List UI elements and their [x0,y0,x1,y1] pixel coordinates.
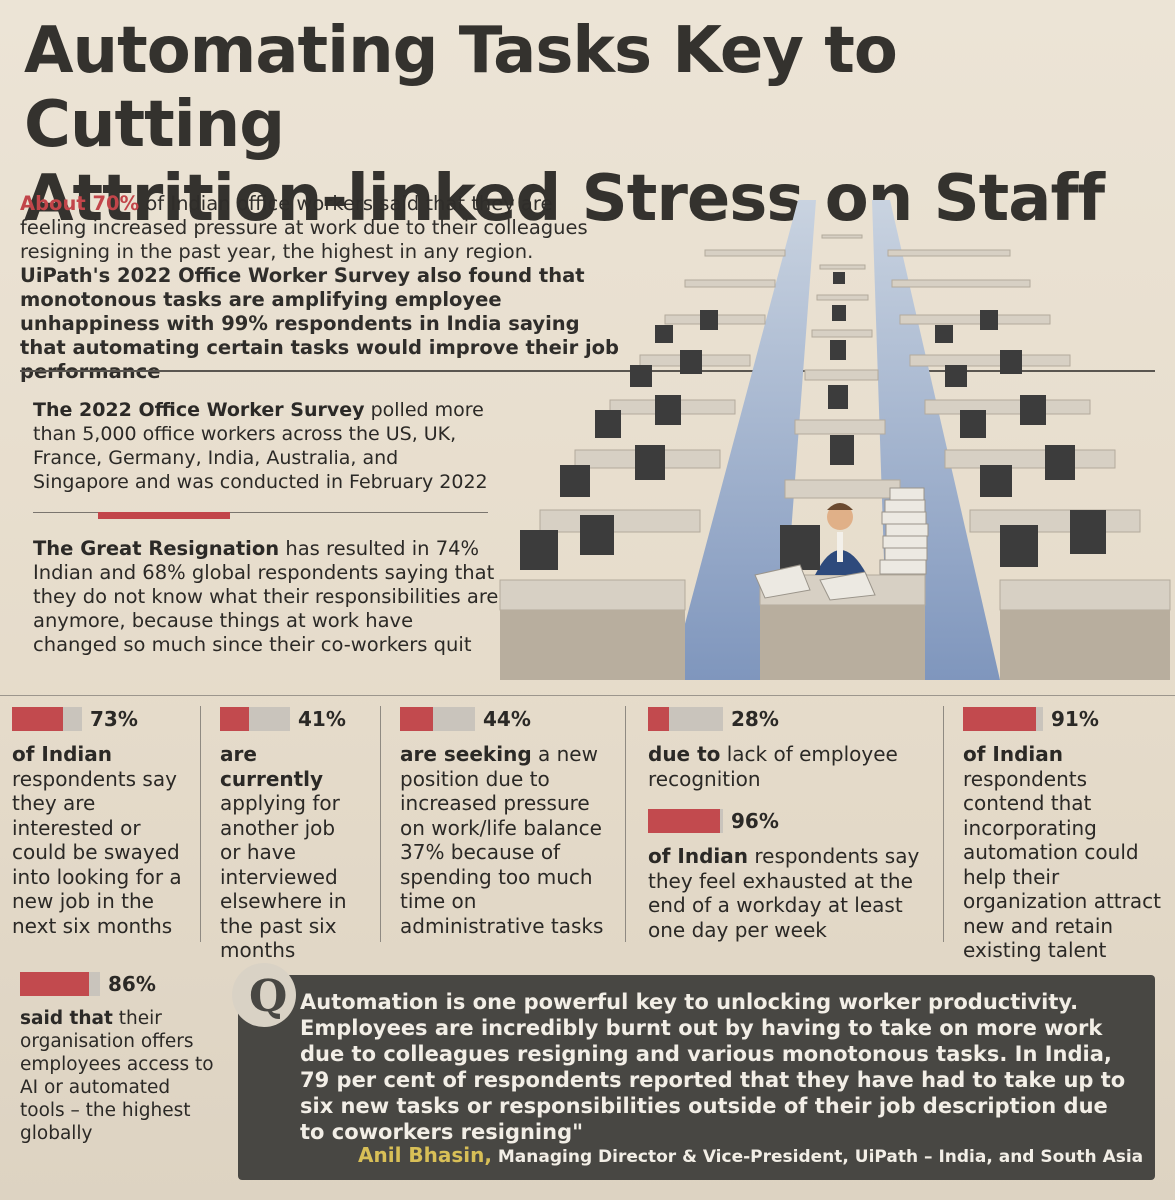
quote-author-name: Anil Bhasin, [358,1143,492,1167]
quote-attribution: Anil Bhasin, Managing Director & Vice-Pr… [358,1143,1143,1167]
headline-line-1: Automating Tasks Key to Cutting [24,14,898,162]
office-illustration [499,200,1171,680]
stat-bold: of Indian [12,742,112,766]
intro-paragraph: About 70% of Indian office workers said … [20,192,625,384]
stat-text: respondents say they are interested or c… [12,766,182,938]
stat-text: respondents contend that incorporating a… [963,766,1161,963]
stat-bar-fill [12,707,64,731]
quote-text: Automation is one powerful key to unlock… [300,990,1126,1144]
worker-figure [780,503,867,575]
stat-bar-6: 91% [963,706,1163,732]
stat-bar-fill [400,707,433,731]
column-divider [200,706,201,942]
stat-bar-2: 41% [220,706,360,732]
column-divider [625,706,626,942]
stat-bold: of Indian [963,742,1063,766]
stat-text: a new position due to increased pressure… [400,742,604,938]
survey-bold: The 2022 Office Worker Survey [33,399,365,421]
stat-bar-fill [648,707,669,731]
stat-block-3: 44% are seeking a new position due to in… [400,706,615,938]
stat-percent: 86% [108,971,156,996]
stat-percent: 96% [731,808,779,833]
thin-divider [33,512,488,513]
quote-mark-icon: Q [232,963,296,1027]
stat-percent: 28% [731,706,779,731]
stat-block-1: 73% of Indian respondents say they are i… [12,706,187,938]
stat-percent: 44% [483,706,531,731]
stat-text: respondents say they feel exhausted at t… [648,844,920,942]
stat-percent: 91% [1051,706,1099,731]
stat-percent: 73% [90,706,138,731]
survey-paragraph: The 2022 Office Worker Survey polled mor… [33,398,488,494]
stat-bar-4: 28% [648,706,923,732]
stat-percent: 41% [298,706,346,731]
stat-bar-track [400,707,475,731]
stat-bar-1: 73% [12,706,187,732]
stat-block-6: 91% of Indian respondents contend that i… [963,706,1163,963]
headline: Automating Tasks Key to Cutting Attritio… [24,14,1154,236]
column-divider [380,706,381,942]
stat-bar-track [220,707,290,731]
stat-bar-fill [963,707,1036,731]
column-divider [943,706,944,942]
red-accent-bar [98,512,230,519]
great-text: has resulted in 74% Indian and 68% globa… [33,537,499,656]
stat-text: lack of employee recognition [648,742,898,791]
stat-text: applying for another job or have intervi… [220,791,347,962]
stat-bar-track [648,707,723,731]
intro-text: of Indian office workers said that they … [20,192,588,263]
stat-bar-track [12,707,82,731]
stat-bold: due to [648,742,721,766]
stat-bar-track [963,707,1043,731]
stat-bold: of Indian [648,844,748,868]
intro-highlight: About 70% [20,192,140,215]
quote-box: Q Automation is one powerful key to unlo… [232,963,1155,1180]
stat-block-7: 86% said that their organisation offers … [20,971,215,1145]
stats-divider [0,695,1175,696]
intro-bold: UiPath's 2022 Office Worker Survey also … [20,264,620,383]
stat-bar-fill [20,972,89,996]
stat-block-4: 28% due to lack of employee recognition [648,706,923,791]
stat-bar-fill [648,809,720,833]
great-resignation-paragraph: The Great Resignation has resulted in 74… [33,537,503,657]
stat-bar-track [648,809,723,833]
stat-block-2: 41% are currently applying for another j… [220,706,360,963]
quote-author-title: Managing Director & Vice-President, UiPa… [491,1147,1144,1167]
stat-bar-fill [220,707,249,731]
stat-bold: are seeking [400,742,532,766]
stat-bar-5: 96% [648,808,933,834]
stat-bold: said that [20,1008,113,1029]
survey-text: polled more than 5,000 office workers ac… [33,399,488,493]
stat-text: their organisation offers employees acce… [20,1008,214,1144]
stat-bold: are currently [220,742,324,791]
stat-bar-7: 86% [20,971,215,997]
stat-bar-track [20,972,100,996]
section-divider [20,370,1155,372]
stat-block-5: 96% of Indian respondents say they feel … [648,808,933,942]
stat-bar-3: 44% [400,706,615,732]
headline-line-2: Attrition-linked Stress on Staff [24,162,1105,236]
great-bold: The Great Resignation [33,537,280,560]
